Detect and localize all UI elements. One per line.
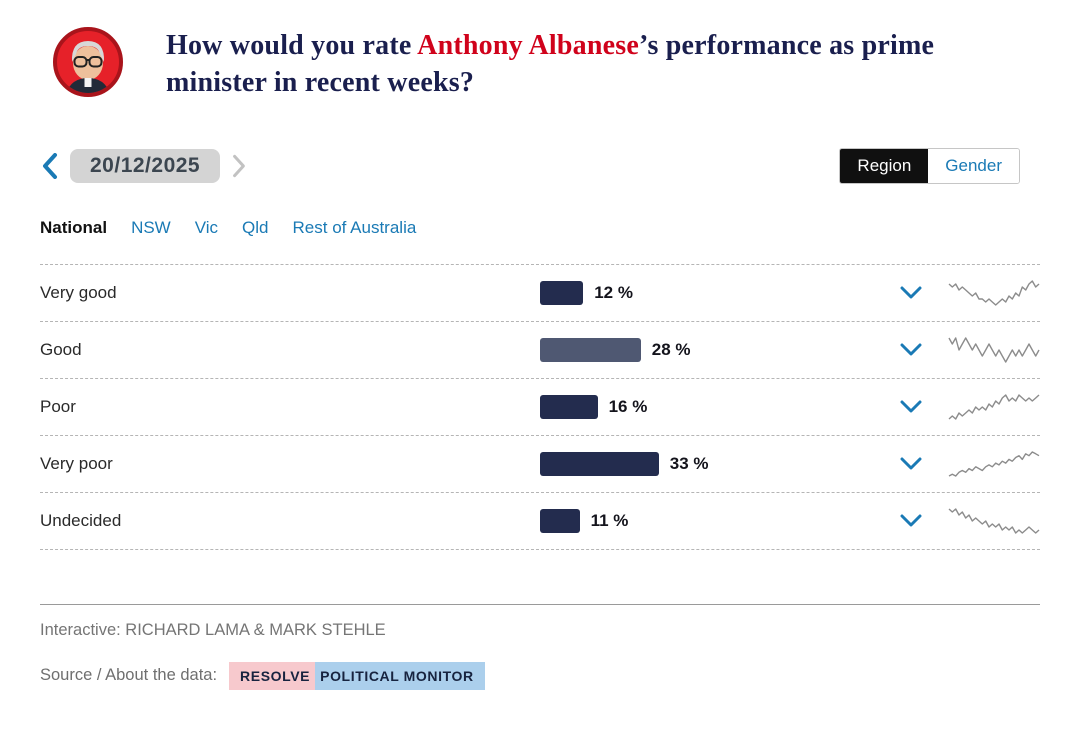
bar-undecided: [540, 508, 580, 533]
chevron-right-icon: [233, 154, 246, 178]
date-navigation: 20/12/2025: [40, 148, 248, 183]
region-gender-toggle: Region Gender: [839, 147, 1020, 184]
albanese-avatar: [52, 26, 124, 98]
title-prefix: How would you rate: [166, 30, 418, 61]
tab-national[interactable]: National: [40, 217, 108, 237]
category-label: Very good: [40, 282, 117, 302]
bar-area: 16 %: [540, 394, 900, 419]
page-title: How would you rate Anthony Albanese’s pe…: [166, 26, 996, 102]
category-label: Undecided: [40, 510, 122, 530]
bar-very-poor: [540, 451, 659, 476]
bar-good: [540, 337, 641, 362]
bar-area: 33 %: [540, 451, 900, 476]
region-tabs: National NSW Vic Qld Rest of Australia: [40, 218, 1040, 238]
category-label: Good: [40, 339, 82, 359]
expand-row-button[interactable]: [900, 400, 944, 413]
chevron-down-icon: [900, 286, 922, 299]
interactive-credit: Interactive: RICHARD LAMA & MARK STEHLE: [40, 620, 386, 639]
current-date-label: 20/12/2025: [70, 148, 221, 183]
title-suffix: ’s performance as prime minister in rece…: [166, 30, 935, 98]
tab-nsw[interactable]: NSW: [131, 217, 171, 237]
header: How would you rate Anthony Albanese’s pe…: [0, 0, 1080, 102]
resolve-political-monitor-link[interactable]: RESOLVE POLITICAL MONITOR: [229, 661, 485, 690]
value-label: 11 %: [590, 510, 629, 530]
expand-row-button[interactable]: [900, 286, 944, 299]
chart-row-poor: Poor 16 %: [40, 377, 1040, 435]
bar-very-good: [540, 280, 584, 305]
bar-chart: Very good 12 % Good 28 %: [40, 263, 1040, 550]
chevron-down-icon: [900, 343, 922, 356]
chart-row-very-good: Very good 12 %: [40, 263, 1040, 321]
trend-sparkline: [948, 394, 1040, 420]
chevron-down-icon: [900, 400, 922, 413]
chevron-down-icon: [900, 514, 922, 527]
category-label: Poor: [40, 396, 76, 416]
trend-sparkline: [948, 280, 1040, 306]
value-label: 12 %: [594, 282, 633, 302]
chevron-down-icon: [900, 457, 922, 470]
bar-area: 12 %: [540, 280, 900, 305]
badge-political-monitor: POLITICAL MONITOR: [315, 661, 485, 690]
bar-poor: [540, 394, 598, 419]
tab-qld[interactable]: Qld: [242, 217, 269, 237]
trend-sparkline: [948, 508, 1040, 534]
trend-sparkline: [948, 337, 1040, 363]
tab-rest-of-australia[interactable]: Rest of Australia: [292, 217, 417, 237]
source-label: Source / About the data:: [40, 666, 218, 685]
source-line: Source / About the data: RESOLVE POLITIC…: [40, 661, 1040, 690]
trend-sparkline: [948, 451, 1040, 477]
category-label: Very poor: [40, 453, 113, 473]
badge-resolve: RESOLVE: [229, 661, 316, 690]
controls-row: 20/12/2025 Region Gender: [40, 147, 1020, 184]
bar-area: 11 %: [540, 508, 900, 533]
value-label: 16 %: [608, 396, 648, 416]
bar-area: 28 %: [540, 337, 900, 362]
previous-date-button[interactable]: [40, 152, 60, 179]
value-label: 28 %: [651, 339, 691, 359]
next-date-button[interactable]: [230, 154, 248, 178]
chart-row-undecided: Undecided 11 %: [40, 491, 1040, 549]
chart-row-good: Good 28 %: [40, 320, 1040, 378]
expand-row-button[interactable]: [900, 514, 944, 527]
toggle-region-button[interactable]: Region: [840, 148, 929, 183]
chevron-left-icon: [43, 152, 57, 179]
chart-row-very-poor: Very poor 33 %: [40, 434, 1040, 492]
expand-row-button[interactable]: [900, 457, 944, 470]
toggle-gender-button[interactable]: Gender: [928, 148, 1019, 183]
tab-vic[interactable]: Vic: [194, 217, 219, 237]
expand-row-button[interactable]: [900, 343, 944, 356]
title-highlight: Anthony Albanese: [417, 30, 639, 61]
value-label: 33 %: [669, 453, 709, 473]
footer: Interactive: RICHARD LAMA & MARK STEHLE …: [40, 603, 1040, 690]
